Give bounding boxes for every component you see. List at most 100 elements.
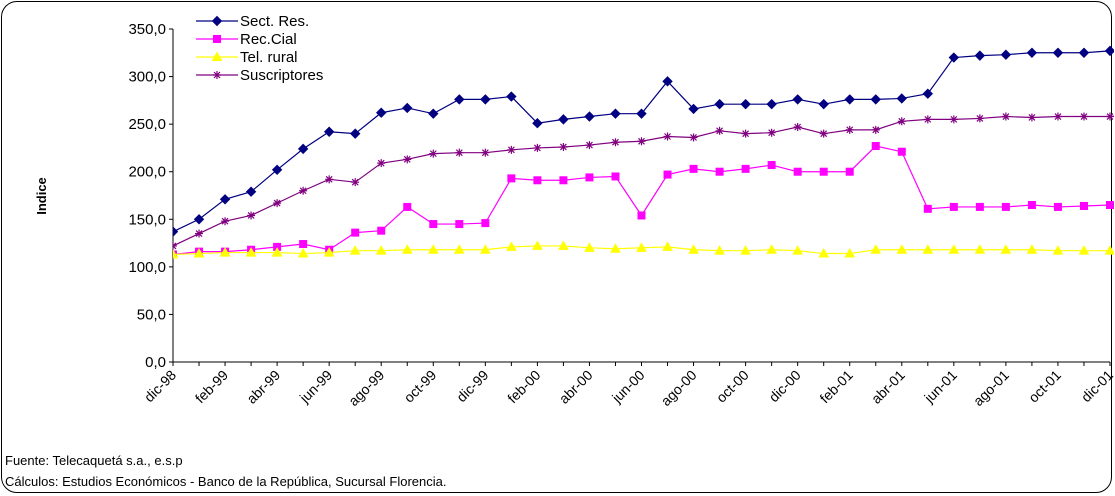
data-point	[793, 167, 802, 176]
data-point	[1104, 45, 1114, 57]
data-point	[819, 129, 828, 138]
data-point	[845, 125, 854, 134]
x-tick-label: oct-99	[401, 367, 440, 406]
legend-marker	[213, 35, 221, 43]
y-axis-title: Indice	[34, 177, 49, 215]
data-point	[870, 94, 881, 105]
x-tick-label: abr-99	[243, 367, 283, 407]
data-point	[173, 248, 179, 259]
data-point	[715, 126, 724, 135]
x-tick-label: dic-00	[766, 367, 804, 405]
data-point	[1000, 49, 1012, 60]
data-point	[1078, 47, 1090, 58]
data-point	[715, 167, 724, 176]
data-point	[375, 245, 387, 255]
data-point	[402, 102, 413, 114]
data-point	[949, 202, 958, 211]
data-point	[637, 211, 646, 220]
y-tick-label: 150,0	[128, 211, 166, 228]
x-tick-label: jun-99	[296, 367, 336, 407]
data-point	[897, 117, 906, 126]
data-point	[585, 173, 594, 182]
data-point	[271, 164, 283, 176]
legend-marker	[211, 15, 223, 27]
data-point	[351, 178, 360, 187]
data-point	[533, 143, 542, 152]
data-point	[507, 145, 516, 154]
data-point	[401, 244, 413, 254]
data-point	[610, 243, 621, 253]
data-point	[376, 107, 387, 118]
data-point	[922, 88, 934, 99]
data-point	[349, 128, 361, 139]
data-point	[299, 186, 308, 195]
legend-label: Suscriptores	[240, 67, 323, 84]
data-point	[173, 241, 177, 250]
data-point	[636, 242, 647, 252]
data-point	[948, 52, 960, 63]
data-point	[479, 244, 491, 254]
data-point	[1078, 245, 1090, 255]
data-point	[871, 125, 880, 134]
x-tick-label: jun-00	[608, 367, 648, 407]
series-4	[173, 112, 1114, 250]
data-point	[219, 194, 231, 205]
data-point	[1053, 202, 1062, 211]
series-line	[173, 245, 1110, 256]
data-point	[454, 94, 465, 105]
data-point	[948, 244, 960, 254]
data-point	[740, 245, 751, 255]
data-point	[247, 211, 256, 220]
data-point	[949, 115, 958, 124]
data-point	[429, 220, 438, 229]
data-point	[741, 129, 750, 138]
data-point	[844, 248, 856, 258]
data-point	[1001, 112, 1010, 121]
x-tick-label: ago-01	[970, 367, 1012, 409]
data-point	[923, 115, 932, 124]
data-point	[245, 186, 257, 197]
x-tick-label: ago-99	[345, 367, 387, 409]
data-point	[714, 98, 725, 110]
data-point	[663, 132, 672, 141]
data-point	[351, 228, 360, 237]
data-point	[975, 202, 984, 211]
data-point	[221, 217, 230, 226]
y-tick-label: 250,0	[128, 116, 166, 133]
data-point	[558, 240, 569, 250]
data-point	[173, 226, 179, 237]
data-point	[323, 247, 335, 257]
data-point	[610, 108, 621, 119]
data-point	[455, 148, 464, 157]
x-tick-label: feb-00	[504, 367, 544, 407]
series-line	[173, 115, 1114, 247]
data-point	[871, 142, 880, 151]
x-tick-label: feb-99	[192, 367, 232, 407]
data-point	[1026, 244, 1038, 254]
data-point	[767, 128, 776, 137]
data-point	[297, 143, 309, 155]
data-point	[377, 226, 386, 235]
data-point	[741, 164, 750, 173]
data-point	[1052, 47, 1064, 58]
data-point	[611, 138, 620, 147]
data-point	[740, 98, 751, 110]
data-point	[792, 94, 803, 105]
x-tick-label: dic-98	[141, 367, 179, 405]
data-point	[974, 244, 986, 254]
data-point	[455, 220, 464, 229]
data-point	[767, 161, 776, 170]
data-point	[558, 114, 569, 125]
data-point	[219, 247, 231, 257]
data-point	[897, 147, 906, 156]
data-point	[975, 114, 984, 123]
x-tick-label: ago-00	[658, 367, 700, 409]
data-point	[1106, 201, 1114, 210]
data-point	[271, 247, 283, 257]
y-tick-label: 100,0	[128, 259, 166, 276]
data-point	[1052, 245, 1064, 255]
x-tick-label: oct-00	[713, 367, 752, 406]
data-point	[403, 155, 412, 164]
